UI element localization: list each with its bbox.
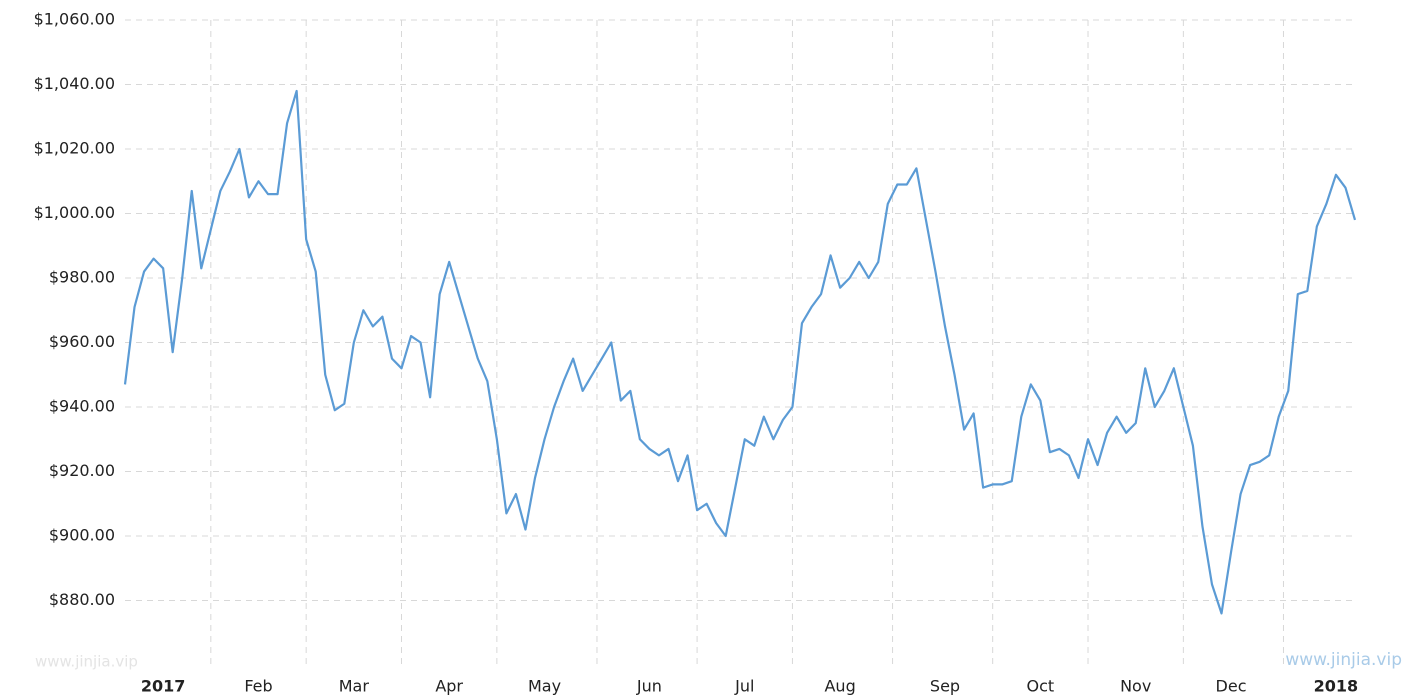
x-tick-label: 2017 — [141, 677, 186, 696]
y-tick-label: $900.00 — [49, 526, 115, 545]
y-tick-label: $1,060.00 — [34, 10, 115, 29]
y-tick-label: $940.00 — [49, 397, 115, 416]
x-tick-label: Jul — [734, 677, 754, 696]
x-tick-label: Apr — [435, 677, 463, 696]
x-tick-label: 2018 — [1314, 677, 1359, 696]
watermark: www.jinjia.vip — [35, 653, 138, 671]
y-tick-label: $1,020.00 — [34, 139, 115, 158]
y-tick-label: $920.00 — [49, 461, 115, 480]
y-tick-label: $880.00 — [49, 590, 115, 609]
x-tick-label: Jun — [636, 677, 662, 696]
y-tick-label: $1,000.00 — [34, 203, 115, 222]
x-tick-label: Dec — [1216, 677, 1247, 696]
x-tick-label: May — [528, 677, 561, 696]
x-tick-label: Sep — [930, 677, 960, 696]
y-tick-label: $1,040.00 — [34, 74, 115, 93]
y-tick-label: $980.00 — [49, 268, 115, 287]
watermark: www.jinjia.vip — [1285, 650, 1402, 670]
y-tick-label: $960.00 — [49, 332, 115, 351]
x-tick-label: Feb — [244, 677, 272, 696]
x-tick-label: Aug — [824, 677, 855, 696]
x-tick-label: Oct — [1027, 677, 1055, 696]
x-tick-label: Nov — [1120, 677, 1151, 696]
price-line — [123, 89, 1357, 615]
x-tick-label: Mar — [339, 677, 370, 696]
